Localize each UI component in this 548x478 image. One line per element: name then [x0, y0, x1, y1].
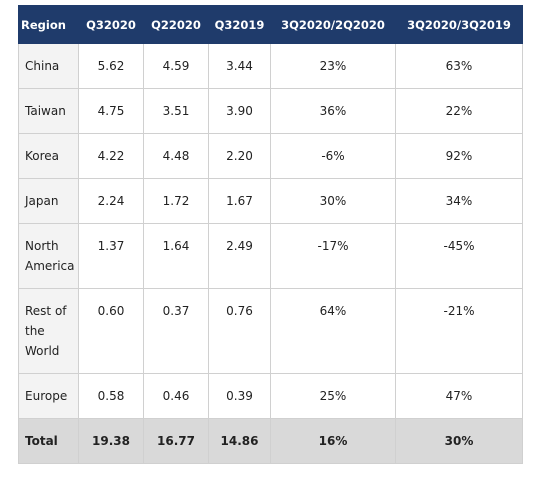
region-cell: Rest of the World [18, 288, 79, 374]
total-value-cell: 30% [395, 418, 523, 464]
value-cell: 3.90 [208, 88, 271, 134]
value-cell: 3.51 [143, 88, 209, 134]
header-cell: Q32020 [78, 5, 144, 44]
value-cell: 0.58 [78, 373, 144, 419]
value-cell: 30% [270, 178, 396, 224]
value-cell: 4.75 [78, 88, 144, 134]
value-cell: 4.48 [143, 133, 209, 179]
table-row: North America 1.37 1.64 2.49 -17% -45% [18, 223, 523, 289]
table-row: Europe 0.58 0.46 0.39 25% 47% [18, 373, 523, 419]
region-cell: China [18, 43, 79, 89]
value-cell: 22% [395, 88, 523, 134]
value-cell: -17% [270, 223, 396, 289]
value-cell: 2.24 [78, 178, 144, 224]
value-cell: 5.62 [78, 43, 144, 89]
header-cell: Q32019 [208, 5, 271, 44]
table-body: China 5.62 4.59 3.44 23% 63% Taiwan 4.75 3.51 3.9… [18, 43, 523, 464]
header-cell: 3Q2020/2Q2020 [270, 5, 396, 44]
region-cell: Europe [18, 373, 79, 419]
total-value-cell: 16.77 [143, 418, 209, 464]
table-wrap: Region Q32020 Q22020 Q32019 3Q2020/2Q2020 3Q2… [18, 5, 523, 464]
total-label-cell: Total [18, 418, 79, 464]
value-cell: 34% [395, 178, 523, 224]
total-value-cell: 14.86 [208, 418, 271, 464]
data-table: Region Q32020 Q22020 Q32019 3Q2020/2Q2020 3Q2… [18, 5, 523, 464]
value-cell: 1.67 [208, 178, 271, 224]
total-row: Total 19.38 16.77 14.86 16% 30% [18, 418, 523, 464]
value-cell: 63% [395, 43, 523, 89]
value-cell: 0.76 [208, 288, 271, 374]
header-cell: Region [18, 5, 79, 44]
value-cell: 64% [270, 288, 396, 374]
region-cell: Japan [18, 178, 79, 224]
table-row: China 5.62 4.59 3.44 23% 63% [18, 43, 523, 89]
value-cell: 4.22 [78, 133, 144, 179]
value-cell: 2.20 [208, 133, 271, 179]
table-row: Rest of the World 0.60 0.37 0.76 64% -21% [18, 288, 523, 374]
value-cell: 0.60 [78, 288, 144, 374]
header-cell: Q22020 [143, 5, 209, 44]
table-row: Japan 2.24 1.72 1.67 30% 34% [18, 178, 523, 224]
value-cell: 4.59 [143, 43, 209, 89]
total-value-cell: 19.38 [78, 418, 144, 464]
value-cell: 0.37 [143, 288, 209, 374]
value-cell: 36% [270, 88, 396, 134]
region-cell: North America [18, 223, 79, 289]
table-row: Taiwan 4.75 3.51 3.90 36% 22% [18, 88, 523, 134]
value-cell: 0.39 [208, 373, 271, 419]
value-cell: 25% [270, 373, 396, 419]
value-cell: 1.37 [78, 223, 144, 289]
header-row: Region Q32020 Q22020 Q32019 3Q2020/2Q2020 3Q2… [18, 5, 523, 44]
value-cell: 47% [395, 373, 523, 419]
table-header: Region Q32020 Q22020 Q32019 3Q2020/2Q2020 3Q2… [18, 5, 523, 44]
value-cell: 1.64 [143, 223, 209, 289]
value-cell: -21% [395, 288, 523, 374]
value-cell: 1.72 [143, 178, 209, 224]
region-cell: Korea [18, 133, 79, 179]
value-cell: -45% [395, 223, 523, 289]
value-cell: 0.46 [143, 373, 209, 419]
total-value-cell: 16% [270, 418, 396, 464]
value-cell: 23% [270, 43, 396, 89]
value-cell: -6% [270, 133, 396, 179]
value-cell: 92% [395, 133, 523, 179]
table-row: Korea 4.22 4.48 2.20 -6% 92% [18, 133, 523, 179]
value-cell: 3.44 [208, 43, 271, 89]
region-cell: Taiwan [18, 88, 79, 134]
header-cell: 3Q2020/3Q2019 [395, 5, 523, 44]
value-cell: 2.49 [208, 223, 271, 289]
